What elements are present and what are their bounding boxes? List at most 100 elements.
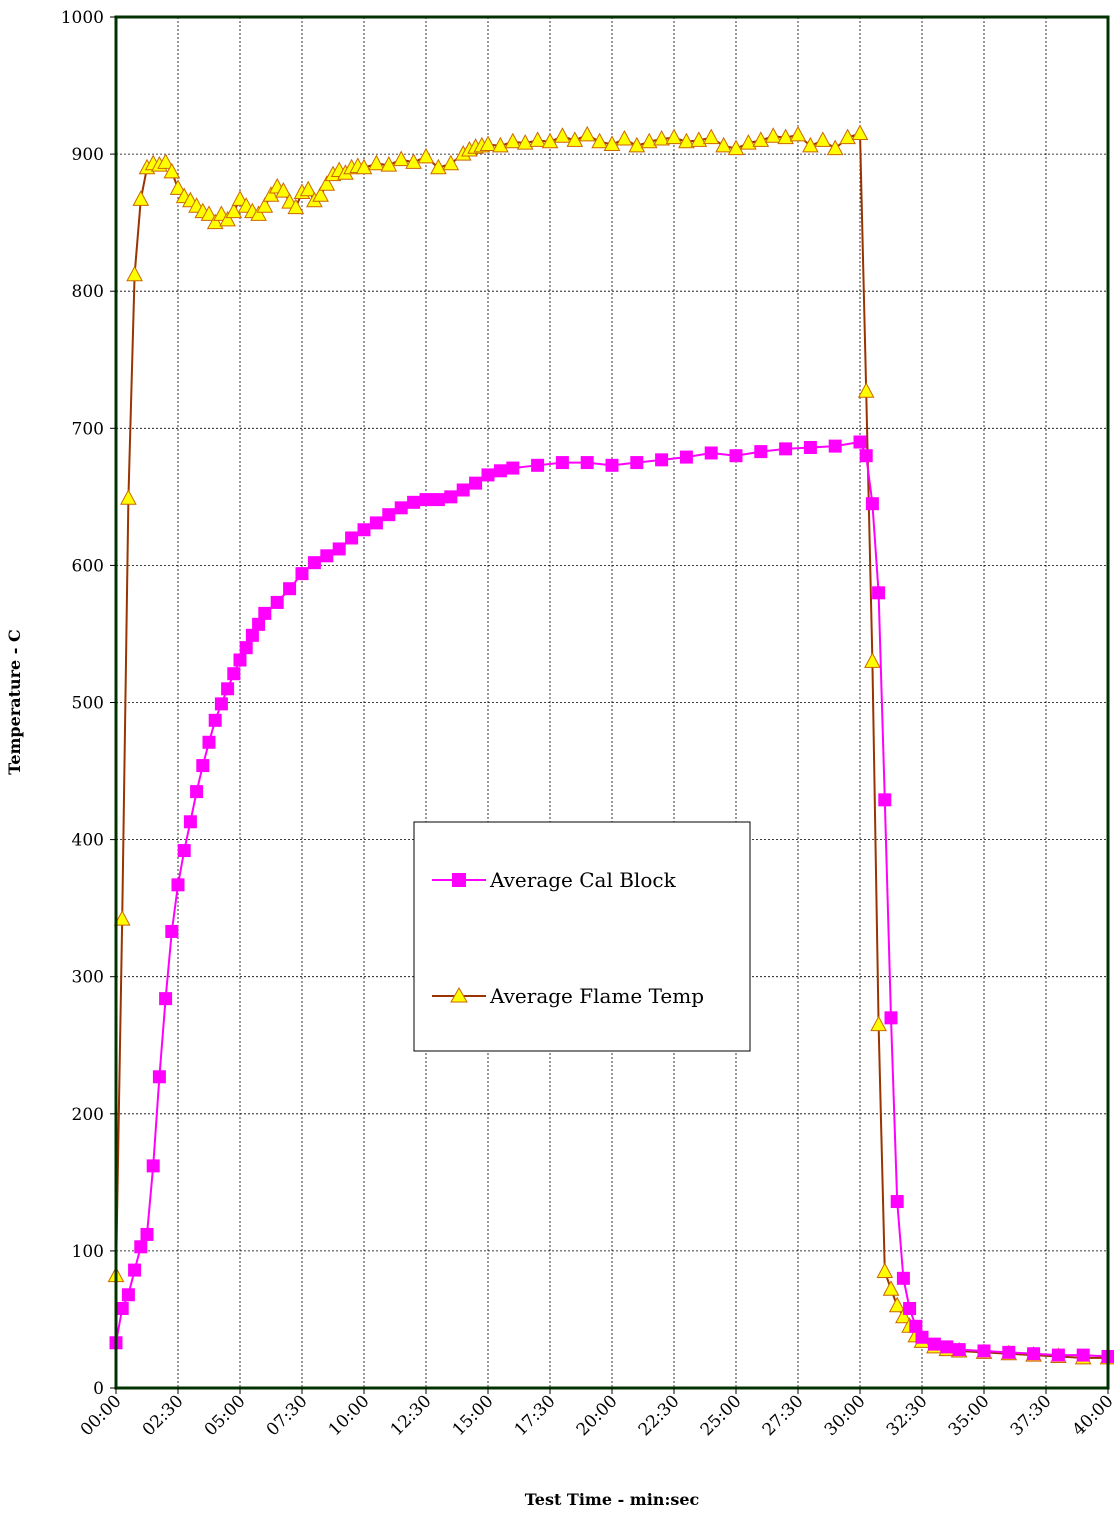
point-cal-block [952,1343,966,1357]
point-flame-temp [882,1280,900,1296]
point-cal-block [909,1319,923,1333]
point-cal-block [146,1159,160,1173]
point-cal-block [382,508,396,522]
point-cal-block [394,501,408,515]
point-flame-temp [225,202,243,219]
point-cal-block [165,924,179,938]
series-cal-block [109,435,1114,1363]
point-flame-temp [851,124,869,141]
point-flame-temp [752,131,770,147]
y-axis-title: Temperature - C [5,629,24,775]
point-flame-temp [777,128,794,145]
point-flame-temp [870,1015,887,1032]
x-axis-title: Test Time - min:sec [525,1490,700,1509]
point-flame-temp [876,1262,894,1278]
y-tick-label: 300 [72,968,104,988]
point-flame-temp [299,180,317,197]
point-cal-block [803,440,817,454]
legend-label-cal-block: Average Cal Block [489,868,677,892]
point-cal-block [115,1301,129,1315]
point-flame-temp [715,136,732,153]
point-cal-block [506,461,520,475]
point-flame-temp [287,198,305,215]
point-flame-temp [479,135,497,152]
point-cal-block [630,456,644,470]
legend-label-flame-temp: Average Flame Temp [489,984,704,1008]
point-flame-temp [318,175,336,191]
point-cal-block [580,456,594,470]
point-cal-block [258,606,272,620]
point-cal-block [190,785,204,799]
point-cal-block [859,449,873,463]
point-cal-block [865,497,879,511]
point-cal-block [320,549,334,563]
y-tick-label: 600 [72,556,104,576]
point-cal-block [239,641,253,655]
point-flame-temp [430,158,447,175]
point-flame-temp [312,186,329,202]
point-cal-block [903,1301,917,1315]
point-flame-temp [864,652,881,668]
point-cal-block [152,1070,166,1084]
point-flame-temp [206,213,224,230]
point-flame-temp [405,153,422,169]
point-flame-temp [789,125,807,142]
point-flame-temp [504,132,522,149]
point-cal-block [431,493,445,507]
point-cal-block [704,446,718,460]
series-flame-temp [107,124,1114,1365]
point-cal-block [896,1271,910,1285]
point-flame-temp [380,156,398,172]
point-cal-block [977,1344,991,1358]
point-cal-block [357,523,371,537]
point-flame-temp [888,1296,906,1313]
point-flame-temp [200,205,218,221]
point-cal-block [233,653,247,667]
point-cal-block [940,1340,954,1354]
point-flame-temp [826,139,844,156]
point-flame-temp [355,158,373,175]
point-cal-block [128,1263,142,1277]
point-cal-block [252,617,266,631]
point-cal-block [853,435,867,449]
point-flame-temp [665,128,683,145]
point-flame-temp [541,132,559,149]
point-flame-temp [262,186,280,202]
point-cal-block [456,483,470,497]
y-tick-label: 500 [72,694,104,714]
point-cal-block [345,531,359,545]
point-cal-block [1076,1348,1090,1362]
point-cal-block [605,458,619,472]
point-cal-block [134,1240,148,1254]
point-flame-temp [492,136,509,153]
point-cal-block [555,456,569,470]
point-cal-block [140,1227,154,1241]
point-flame-temp [591,132,608,149]
point-cal-block [227,667,241,681]
point-flame-temp [368,154,385,171]
point-cal-block [196,759,210,773]
point-flame-temp [740,134,757,150]
point-flame-temp [566,131,584,147]
y-tick-label: 0 [93,1379,104,1399]
legend-box [413,821,751,1052]
point-flame-temp [442,154,460,171]
point-flame-temp [132,190,150,206]
point-flame-temp [616,129,633,146]
point-cal-block [208,713,222,727]
point-cal-block [872,586,886,600]
point-cal-block [221,682,235,696]
point-flame-temp [256,197,274,213]
point-flame-temp [169,179,187,195]
y-tick-label: 900 [72,145,104,165]
point-cal-block [121,1288,135,1302]
legend: Average Cal Block Average Flame Temp [413,821,751,1052]
point-flame-temp [814,131,832,147]
point-cal-block [202,735,216,749]
point-cal-block [307,556,321,570]
point-cal-block [884,1011,898,1025]
point-flame-temp [219,210,236,227]
point-flame-temp [628,136,646,153]
y-tick-label: 400 [72,831,104,851]
point-cal-block [245,628,259,642]
